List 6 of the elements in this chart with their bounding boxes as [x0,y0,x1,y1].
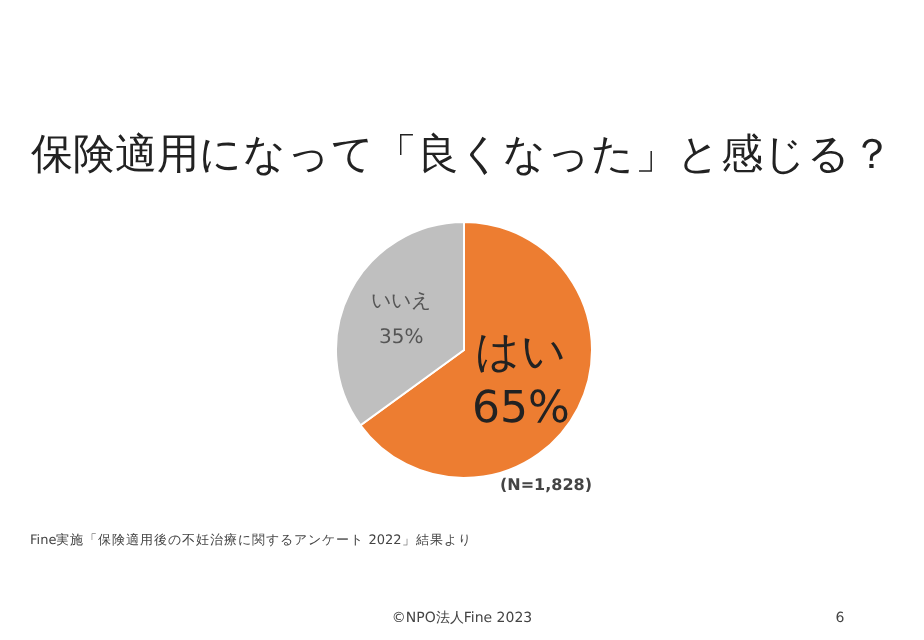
data-label: 35% [379,327,424,350]
slice-label: はい [475,328,568,379]
slice-label: いいえ [371,291,432,314]
text: (N=1,828) [500,476,593,494]
chart-title: 保険適用になって「良くなった」と感じる？ [31,130,893,178]
data-label: 65% [472,384,570,435]
